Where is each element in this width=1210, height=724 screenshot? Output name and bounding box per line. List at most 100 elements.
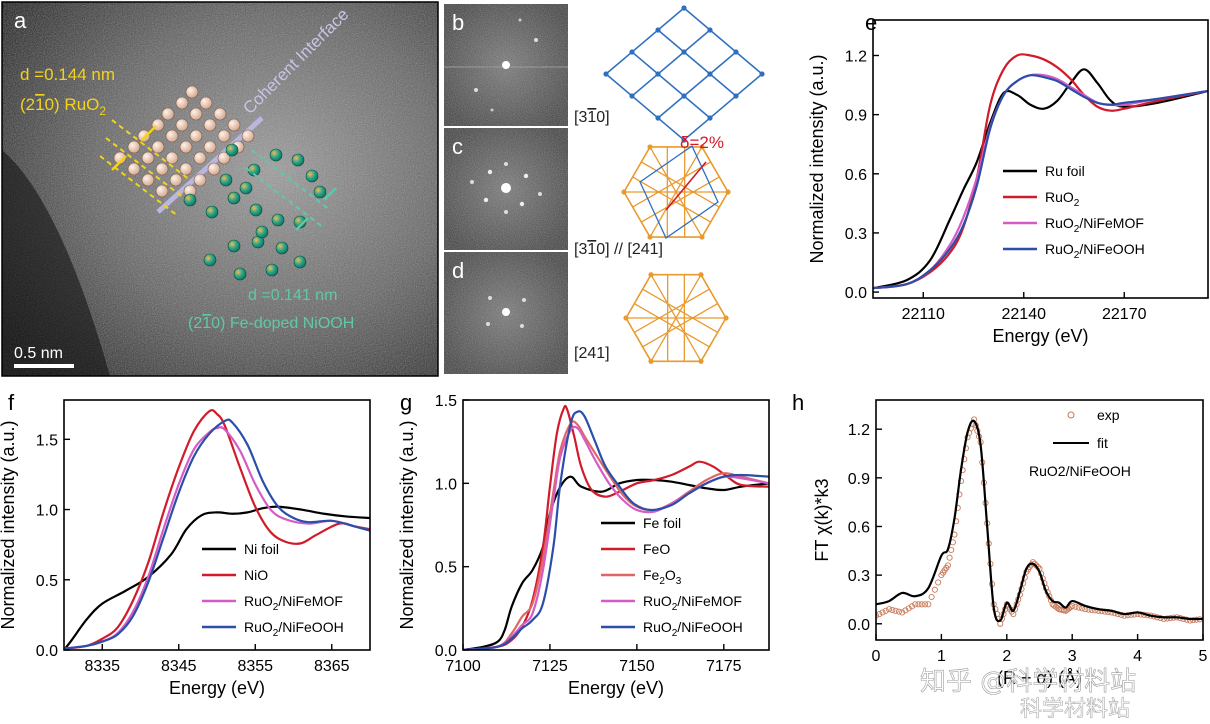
- ni-atom: [205, 205, 219, 219]
- exp-point: [928, 593, 935, 601]
- lattice-node: [707, 115, 713, 121]
- lattice-line: [605, 7, 685, 75]
- exp-point: [946, 554, 953, 561]
- overlay-rhomb: [639, 145, 719, 239]
- ru-atom: [165, 151, 179, 165]
- series-line-ru-foil: [873, 68, 1208, 290]
- series-group: [64, 409, 370, 650]
- y-tick-label: 1.0: [36, 503, 58, 520]
- ni-atom: [219, 173, 233, 187]
- exp-point: [944, 562, 951, 569]
- series-line-nio: [64, 409, 370, 650]
- ni-atom: [291, 153, 305, 167]
- hex-node: [648, 358, 654, 364]
- ni-atom: [239, 181, 253, 195]
- y-tick-label: 0.0: [36, 643, 58, 660]
- ruo2-arrows: [111, 125, 157, 171]
- x-tick-label: 8345: [161, 658, 197, 675]
- y-tick-label: 0.3: [848, 568, 870, 585]
- panel-g-label: g: [400, 390, 412, 415]
- legend-label: RuO2/NiFeOOH: [643, 619, 743, 639]
- ru-atom: [193, 151, 207, 165]
- lattice-mismatch: δ=2%: [680, 133, 724, 152]
- lattice-node: [681, 137, 687, 143]
- x-axis-label: Energy (eV): [169, 678, 265, 698]
- exp-point: [908, 603, 916, 610]
- lattice-line: [657, 29, 737, 97]
- panel-a-label: a: [14, 8, 27, 33]
- exp-point: [892, 607, 899, 614]
- ru-atom: [155, 184, 169, 198]
- x-tick-label: 22110: [902, 306, 945, 323]
- legend-label: NiO: [244, 567, 268, 583]
- y-tick-label: 0.5: [36, 573, 58, 590]
- y-tick-label: 0.9: [845, 108, 867, 125]
- series-line-fe2o3: [463, 420, 769, 650]
- ru-atom: [185, 85, 199, 99]
- y-tick-label: 1.5: [36, 432, 58, 449]
- lattice-line: [631, 51, 711, 119]
- niooh-atom-lattice: [183, 143, 327, 281]
- lattice-line: [683, 73, 763, 141]
- mismatch-line: [665, 161, 707, 211]
- x-tick-label: 0: [872, 648, 881, 665]
- lattice-node: [681, 5, 687, 11]
- ru-atom: [189, 129, 203, 143]
- exp-point: [879, 609, 886, 616]
- x-tick-label: 22170: [1102, 306, 1147, 323]
- ru-atom: [189, 107, 203, 121]
- plot-frame: [63, 399, 371, 651]
- exp-point: [1069, 602, 1076, 609]
- legend-label: Fe foil: [643, 515, 681, 531]
- x-tick-label: 8365: [314, 658, 350, 675]
- hex-line: [641, 176, 720, 223]
- series-line-ruo2-nifeooh: [463, 410, 769, 650]
- lattice-node: [733, 49, 739, 55]
- exp-point: [1190, 617, 1197, 624]
- x-tick-label: 1: [937, 648, 946, 665]
- ni-atom: [249, 203, 263, 217]
- ru-atom: [227, 118, 241, 132]
- lattice-node: [759, 71, 765, 77]
- exp-point: [882, 607, 889, 614]
- x-tick-label: 22140: [1002, 306, 1047, 323]
- series-line-ruo2: [873, 53, 1208, 290]
- chart-h: h 0 1 2 3 4 5 0.0 0.3 0.6 0.9 1.2 (R + α) (Å) FT χ(k)…: [792, 390, 1208, 688]
- legend-marker-exp: [1067, 411, 1075, 419]
- y-tick-label: 0.6: [848, 519, 870, 536]
- ru-atom: [127, 140, 141, 154]
- y-tick-label: 1.5: [435, 393, 457, 410]
- x-axis-label: (R + α) (Å): [997, 668, 1082, 688]
- y-axis-label: Normalized intensity (a.u.): [397, 420, 417, 629]
- ru-atom: [217, 151, 231, 165]
- ni-atom: [271, 213, 285, 227]
- y-tick-label: 0.6: [845, 167, 867, 184]
- lattice-node: [629, 49, 635, 55]
- ru-atom: [113, 151, 127, 165]
- x-tick-label: 3: [1068, 648, 1077, 665]
- y-tick-label: 0.3: [845, 226, 867, 243]
- fft-b-center-spot: [502, 61, 510, 69]
- lattice-241-schematic: [623, 272, 729, 364]
- hex-node: [648, 272, 654, 278]
- ru-atom: [161, 107, 175, 121]
- ruo2-atom-lattice: [113, 85, 255, 198]
- ni-atom: [227, 191, 241, 205]
- niooh-fringe-lines: [245, 149, 331, 229]
- scale-bar-label: 0.5 nm: [14, 345, 63, 362]
- d-spacing-ruo2: d =0.144 nm: [20, 65, 115, 84]
- zone-axis-c: [310] // [241]: [574, 241, 663, 258]
- y-tick-label: 1.2: [845, 48, 867, 65]
- y-tick-label: 0.9: [848, 471, 870, 488]
- exp-point: [922, 601, 929, 608]
- y-tick-label: 0.5: [435, 560, 457, 577]
- plot-frame: [462, 399, 770, 651]
- ni-atom: [293, 255, 307, 269]
- lattice-overlay-schematic: [621, 144, 731, 240]
- lattice-line: [683, 7, 763, 75]
- legend-label: Ni foil: [244, 541, 279, 557]
- series-line-ruo2-nifeooh: [64, 418, 370, 650]
- hex-node: [647, 144, 653, 150]
- panel-e-label: e: [865, 10, 877, 35]
- d-spacing-niooh: d =0.141 nm: [248, 287, 337, 304]
